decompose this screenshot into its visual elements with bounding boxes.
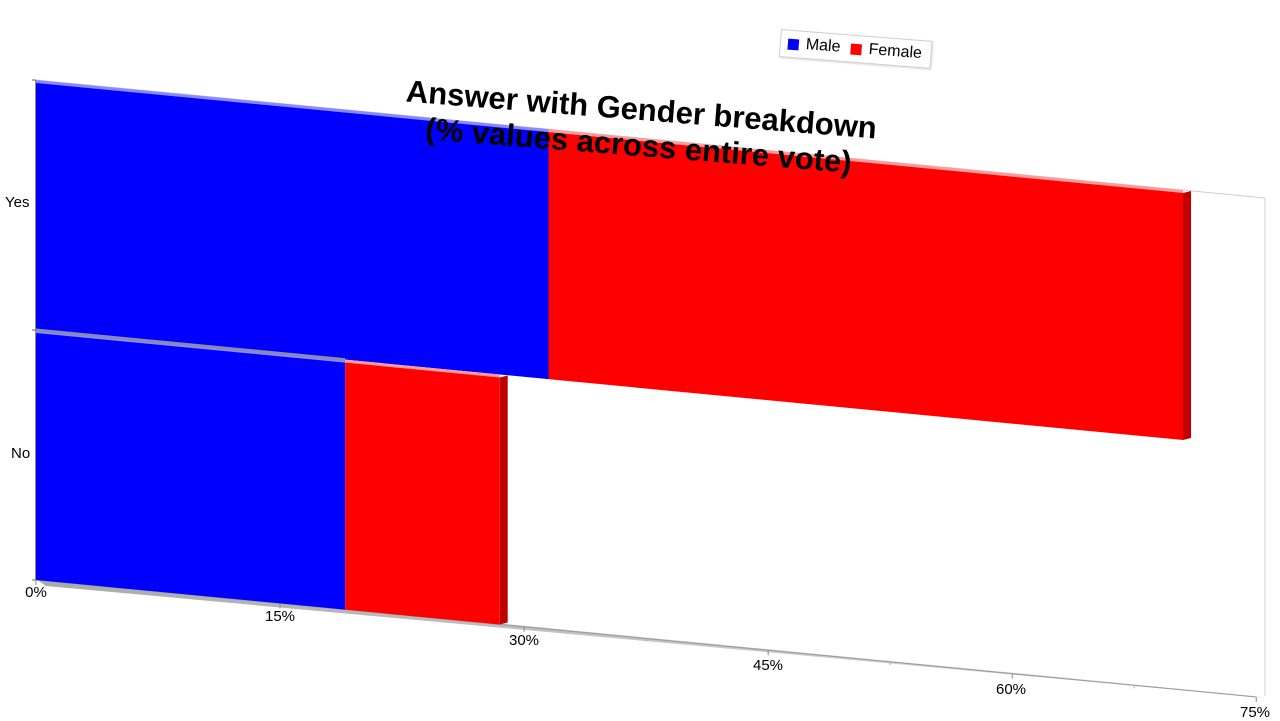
legend-swatch-male — [787, 38, 800, 50]
bar-yes-female — [548, 132, 1184, 441]
bar-yes-male — [36, 83, 549, 380]
band-separator — [35, 328, 346, 362]
x-tick-label-0: 0% — [25, 584, 47, 601]
bar-side-no-female — [499, 375, 508, 625]
y-tick-label-no: No — [11, 445, 31, 462]
x-tick-label-4: 60% — [995, 681, 1027, 698]
x-axis-line — [35, 579, 1257, 698]
legend-swatch-female — [850, 43, 863, 55]
bar-no-female — [345, 362, 500, 625]
legend-label-male: Male — [805, 36, 842, 56]
x-tick-label-3: 45% — [752, 657, 784, 674]
legend-label-female: Female — [867, 40, 923, 63]
legend-item-male: Male — [787, 35, 841, 57]
x-tick-label-2: 30% — [508, 632, 540, 649]
legend-item-female: Female — [850, 40, 923, 64]
y-tick-label-yes: Yes — [5, 194, 30, 211]
x-tick-label-5: 75% — [1239, 704, 1271, 721]
x-tick-label-1: 15% — [264, 608, 296, 625]
bar-no-male — [36, 333, 346, 610]
bar-side-yes-female — [1183, 191, 1192, 441]
